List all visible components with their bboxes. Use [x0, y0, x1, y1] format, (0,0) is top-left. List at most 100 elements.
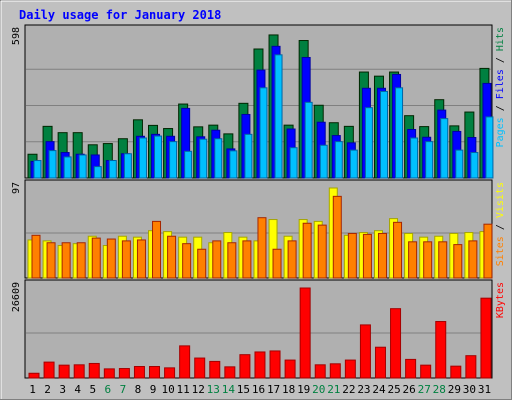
bar-pages-day-1 [33, 160, 42, 179]
bar-sites-day-14 [227, 242, 237, 279]
bar-sites-day-7 [121, 240, 131, 279]
bar-sites-day-24 [377, 232, 387, 279]
x-tick-day-8: 8 [135, 383, 142, 396]
x-tick-day-16: 16 [252, 383, 265, 396]
bar-pages-day-6 [108, 160, 117, 179]
bar-kbytes-day-2 [43, 361, 55, 379]
right-axis-label-part: KBytes [495, 282, 506, 318]
bar-kbytes-day-10 [164, 367, 176, 379]
bar-kbytes-day-26 [405, 358, 417, 379]
x-tick-day-12: 12 [192, 383, 205, 396]
panel-visits-sites: 97 Sites / Visits [11, 179, 506, 279]
x-tick-day-2: 2 [44, 383, 51, 396]
bar-pages-day-12 [199, 138, 208, 179]
bar-sites-day-20 [317, 224, 327, 279]
y-max-label: 26609 [11, 282, 22, 312]
bar-kbytes-day-18 [284, 359, 296, 379]
x-tick-day-28: 28 [433, 383, 446, 396]
bar-sites-day-15 [242, 240, 252, 279]
bar-pages-day-29 [455, 149, 464, 179]
bar-sites-day-9 [152, 220, 162, 279]
bar-pages-day-14 [229, 150, 238, 179]
bar-pages-day-10 [169, 141, 178, 179]
bar-kbytes-day-12 [194, 357, 206, 379]
bar-sites-day-23 [362, 233, 372, 279]
bar-pages-day-13 [214, 138, 223, 179]
bar-sites-day-8 [136, 239, 146, 279]
right-axis-label: Pages / Files / Hits [495, 27, 506, 147]
bar-pages-day-27 [425, 141, 434, 179]
bar-pages-day-16 [259, 87, 268, 179]
bar-sites-day-29 [453, 244, 463, 279]
x-tick-day-13: 13 [207, 383, 220, 396]
bar-pages-day-25 [395, 87, 404, 179]
bar-pages-day-23 [364, 107, 373, 179]
x-tick-day-19: 19 [297, 383, 310, 396]
bar-sites-day-26 [408, 241, 418, 279]
right-axis-label-part: / [495, 99, 506, 117]
bar-kbytes-day-21 [329, 363, 341, 379]
bar-sites-day-25 [393, 221, 403, 279]
bar-kbytes-day-7 [118, 368, 130, 379]
bar-kbytes-day-27 [420, 364, 432, 379]
bar-kbytes-day-19 [299, 287, 311, 379]
x-tick-day-1: 1 [29, 383, 36, 396]
bar-pages-day-7 [123, 153, 132, 179]
bar-kbytes-day-6 [103, 368, 115, 379]
bar-pages-day-9 [154, 135, 163, 179]
bar-sites-day-16 [257, 217, 267, 279]
panel-kbytes: 26609 KBytes [11, 279, 506, 379]
bar-kbytes-day-13 [209, 360, 221, 379]
bar-pages-day-20 [319, 144, 328, 179]
panel-hits-files-pages: 598 Pages / Files / Hits [11, 24, 506, 179]
x-tick-day-17: 17 [267, 383, 280, 396]
bar-kbytes-day-9 [149, 366, 161, 379]
x-tick-day-27: 27 [418, 383, 431, 396]
x-tick-day-18: 18 [282, 383, 295, 396]
bar-pages-day-4 [78, 154, 87, 179]
bar-sites-day-12 [197, 248, 207, 279]
bar-kbytes-day-3 [58, 364, 70, 379]
bar-kbytes-day-24 [374, 346, 386, 379]
bar-sites-day-3 [61, 242, 71, 279]
x-tick-day-14: 14 [222, 383, 236, 396]
x-tick-day-5: 5 [89, 383, 96, 396]
bar-sites-day-27 [423, 241, 433, 279]
bar-sites-day-10 [167, 235, 177, 279]
bar-pages-day-21 [334, 141, 343, 179]
x-tick-day-26: 26 [403, 383, 416, 396]
bar-sites-day-21 [332, 195, 342, 279]
bar-kbytes-day-25 [390, 308, 402, 379]
x-tick-day-23: 23 [357, 383, 370, 396]
x-tick-day-25: 25 [387, 383, 400, 396]
x-tick-day-30: 30 [463, 383, 476, 396]
y-max-label: 598 [11, 27, 22, 45]
x-tick-day-11: 11 [177, 383, 190, 396]
x-tick-day-15: 15 [237, 383, 250, 396]
bar-kbytes-day-31 [480, 297, 492, 379]
right-axis-label: Sites / Visits [495, 182, 506, 266]
bar-sites-day-2 [46, 242, 56, 279]
x-tick-day-9: 9 [150, 383, 157, 396]
right-axis-label-part: Sites [495, 236, 506, 266]
bar-pages-day-15 [244, 133, 253, 179]
x-axis-day-labels: 1 2 3 4 5 6 7 8 9 10 11 12 13 14 15 16 17 18 19 20 21 22 23 24 2… [29, 383, 491, 396]
bar-kbytes-day-30 [465, 355, 477, 379]
x-tick-day-22: 22 [342, 383, 355, 396]
chart-panels: 598 Pages / Files / Hits 97 Sites / Visits 2… [11, 24, 506, 379]
bar-pages-day-2 [48, 150, 57, 179]
bar-sites-day-22 [347, 232, 357, 279]
bar-sites-day-11 [182, 243, 192, 279]
bar-pages-day-11 [184, 150, 193, 179]
bar-pages-day-30 [470, 152, 479, 179]
right-axis-label-part: Visits [495, 182, 506, 218]
right-axis-label-part: Pages [495, 117, 506, 147]
x-tick-day-10: 10 [161, 383, 174, 396]
bar-pages-day-26 [410, 137, 419, 179]
bar-pages-day-8 [138, 137, 147, 179]
x-tick-day-21: 21 [327, 383, 340, 396]
bar-sites-day-6 [106, 238, 116, 279]
bar-kbytes-day-29 [450, 365, 462, 379]
bar-kbytes-day-28 [435, 321, 447, 379]
